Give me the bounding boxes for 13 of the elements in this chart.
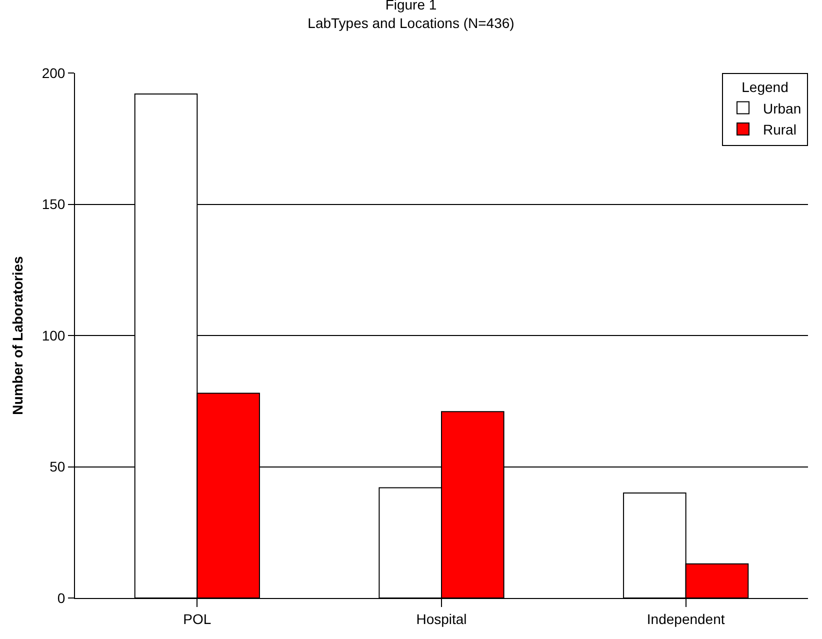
x-tick-label: POL [183,610,212,627]
chart-subtitle: LabTypes and Locations (N=436) [308,14,514,31]
y-tick-label: 50 [50,458,66,475]
x-tick-label: Hospital [416,610,467,627]
y-tick-label: 200 [42,64,66,81]
y-tick-label: 150 [42,196,66,212]
y-tick-label: 0 [57,590,66,606]
x-tick-label: Independent [646,610,725,627]
y-axis-title: Number of Laboratories [9,256,26,415]
legend-label: Urban [763,100,802,116]
legend-title: Legend [742,79,788,96]
y-tick-label: 100 [42,327,66,344]
legend-label: Rural [763,121,796,138]
